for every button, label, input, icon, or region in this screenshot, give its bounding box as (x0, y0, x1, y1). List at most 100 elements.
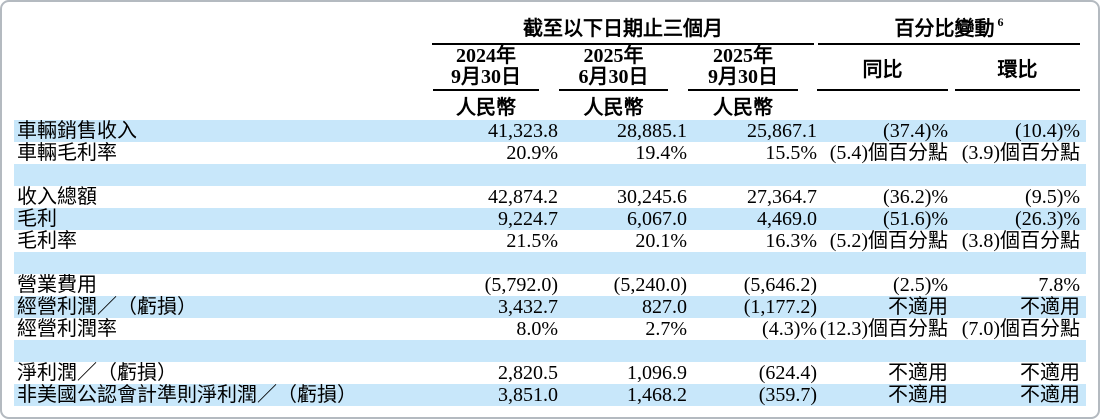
table-row: 淨利潤／（虧損） 2,820.5 1,096.9 (624.4) 不適用 不適用 (14, 362, 1086, 384)
value-cell (817, 252, 948, 274)
value-cell: 4,469.0 (757, 208, 818, 230)
value-cell (558, 252, 687, 274)
period-group-label: 截至以下日期止三個月 (523, 18, 724, 40)
value-cell (687, 252, 817, 274)
value-cell: (4.3)% (762, 318, 818, 340)
table-row: 車輛毛利率 20.9% 19.4% 15.5% (5.4)個百分點 (3.9)個… (14, 142, 1086, 164)
column-header-row: 2024年 9月30日 2025年 6月30日 2025年 9月30日 (14, 45, 1086, 91)
change-group-header-cell: 百分比變動 6 (817, 12, 1086, 45)
value-cell: (624.4) (758, 362, 818, 384)
table-body: 車輛銷售收入 41,323.8 28,885.1 25,867.1 (37.4)… (14, 120, 1087, 406)
row-label: 車輛銷售收入 (17, 120, 137, 142)
value-cell (948, 164, 1086, 186)
currency-spacer (948, 91, 1086, 120)
value-cell: 20.9% (506, 142, 558, 164)
value-cell (558, 340, 687, 362)
value-cell: 9,224.7 (498, 208, 558, 230)
table-row: 毛利 9,224.7 6,067.0 4,469.0 (51.6)% (26.3… (14, 208, 1087, 230)
column-year: 2025年 (583, 45, 644, 67)
table-header: 截至以下日期止三個月 百分比變動 6 2024年 9月30日 (14, 12, 1086, 120)
value-cell: 15.5% (765, 142, 818, 164)
row-label: 收入總額 (17, 186, 97, 208)
value-cell: 不適用 (888, 362, 949, 384)
value-cell (558, 164, 687, 186)
currency-row: 人民幣 人民幣 人民幣 (14, 91, 1086, 120)
footnote-reference: 6 (997, 15, 1004, 29)
spacer-row (14, 252, 1087, 274)
row-label: 毛利率 (17, 230, 77, 252)
value-cell (948, 252, 1086, 274)
value-cell: 不適用 (888, 296, 949, 318)
column-date: 6月30日 (578, 66, 649, 88)
period-group-header-cell: 截至以下日期止三個月 (432, 12, 817, 45)
value-cell: 41,323.8 (488, 120, 558, 142)
yoy-column-header: 同比 (817, 45, 949, 91)
row-label (14, 164, 432, 186)
value-cell: 8.0% (516, 318, 558, 340)
value-cell (432, 164, 558, 186)
value-cell (687, 340, 817, 362)
value-cell: 25,867.1 (747, 120, 818, 142)
value-cell: (26.3)% (1015, 208, 1081, 230)
date-column-header-3: 2025年 9月30日 (687, 45, 817, 91)
value-cell: 1,468.2 (627, 384, 687, 406)
value-cell: 不適用 (888, 384, 949, 406)
value-cell: 2,820.5 (498, 362, 558, 384)
financial-results-table: 截至以下日期止三個月 百分比變動 6 2024年 9月30日 (14, 12, 1087, 406)
row-label: 經營利潤／（虧損） (17, 296, 197, 318)
currency-cell: 人民幣 (583, 97, 644, 119)
value-cell: 28,885.1 (617, 120, 687, 142)
row-label: 經營利潤率 (17, 318, 117, 340)
value-cell: (5,792.0) (484, 274, 558, 296)
value-cell (432, 340, 558, 362)
value-cell (432, 252, 558, 274)
value-cell: 6,067.0 (627, 208, 687, 230)
row-label (14, 340, 432, 362)
value-cell: 27,364.7 (747, 186, 818, 208)
value-cell: 42,874.2 (488, 186, 558, 208)
value-cell: (3.9)個百分點 (961, 142, 1081, 164)
value-cell: 20.1% (635, 230, 687, 252)
table-row: 營業費用 (5,792.0) (5,240.0) (5,646.2) (2.5)… (14, 274, 1086, 296)
table-row: 經營利潤率 8.0% 2.7% (4.3)% (12.3)個百分點 (7.0)個… (14, 318, 1086, 340)
currency-spacer (817, 91, 948, 120)
column-date: 9月30日 (708, 66, 779, 88)
value-cell: 2.7% (645, 318, 687, 340)
value-cell: (2.5)% (893, 274, 949, 296)
spacer-row (14, 340, 1087, 362)
value-cell: 7.8% (1038, 274, 1081, 296)
value-cell: 3,851.0 (498, 384, 558, 406)
value-cell: (7.0)個百分點 (961, 318, 1081, 340)
label-column-spacer (14, 45, 432, 91)
value-cell: 19.4% (635, 142, 687, 164)
date-column-header-1: 2024年 9月30日 (432, 45, 558, 91)
value-cell: (36.2)% (883, 186, 949, 208)
change-group-header: 百分比變動 6 (818, 15, 1081, 45)
table-row: 毛利率 21.5% 20.1% 16.3% (5.2)個百分點 (3.8)個百分… (14, 230, 1086, 252)
table-row: 經營利潤／（虧損） 3,432.7 827.0 (1,177.2) 不適用 不適… (14, 296, 1087, 318)
group-header-row: 截至以下日期止三個月 百分比變動 6 (14, 12, 1086, 45)
value-cell: (51.6)% (883, 208, 949, 230)
value-cell: 不適用 (1020, 384, 1081, 406)
value-cell: (12.3)個百分點 (819, 318, 949, 340)
value-cell: (1,177.2) (743, 296, 818, 318)
value-cell: (5,240.0) (613, 274, 687, 296)
column-year: 2025年 (713, 45, 774, 67)
table-row: 收入總額 42,874.2 30,245.6 27,364.7 (36.2)% … (14, 186, 1086, 208)
value-cell: (5,646.2) (743, 274, 818, 296)
value-cell: 3,432.7 (498, 296, 558, 318)
value-cell: 21.5% (506, 230, 558, 252)
row-label: 毛利 (17, 208, 57, 230)
value-cell: (5.4)個百分點 (829, 142, 949, 164)
column-year: 2024年 (456, 45, 516, 67)
label-column-spacer (14, 12, 432, 45)
row-label (14, 252, 432, 274)
row-label: 非美國公認會計準則淨利潤／（虧損） (17, 384, 357, 406)
value-cell: 1,096.9 (627, 362, 687, 384)
value-cell: (359.7) (758, 384, 818, 406)
qoq-column-header: 環比 (948, 45, 1086, 91)
label-column-spacer (14, 91, 432, 120)
value-cell: 827.0 (642, 296, 687, 318)
date-column-header-2: 2025年 6月30日 (558, 45, 687, 91)
